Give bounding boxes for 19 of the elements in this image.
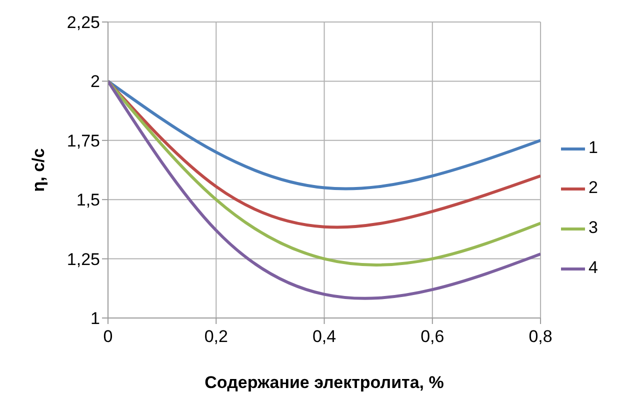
x-tick-label: 0,4	[312, 327, 336, 346]
x-axis-title: Содержание электролита, %	[204, 373, 444, 392]
x-tick-label: 0,2	[204, 327, 228, 346]
x-tick-label: 0,6	[420, 327, 444, 346]
y-tick-label: 1,25	[66, 250, 100, 269]
y-tick-label: 1	[90, 309, 100, 328]
x-tick-label: 0	[103, 327, 113, 346]
y-tick-label: 1,5	[76, 190, 100, 210]
y-tick-label: 2	[90, 72, 100, 92]
x-tick-label: 0,8	[528, 327, 552, 346]
legend-label: 1	[588, 138, 598, 157]
legend-label: 3	[588, 218, 598, 237]
legend-label: 4	[588, 258, 598, 277]
line-series	[108, 80, 541, 190]
y-axis-title: η, с/с	[29, 148, 48, 192]
line-series	[108, 80, 541, 229]
y-tick-label: 2,25	[66, 13, 100, 32]
legend-label: 2	[588, 178, 598, 197]
y-tick-label: 1,75	[66, 131, 100, 150]
